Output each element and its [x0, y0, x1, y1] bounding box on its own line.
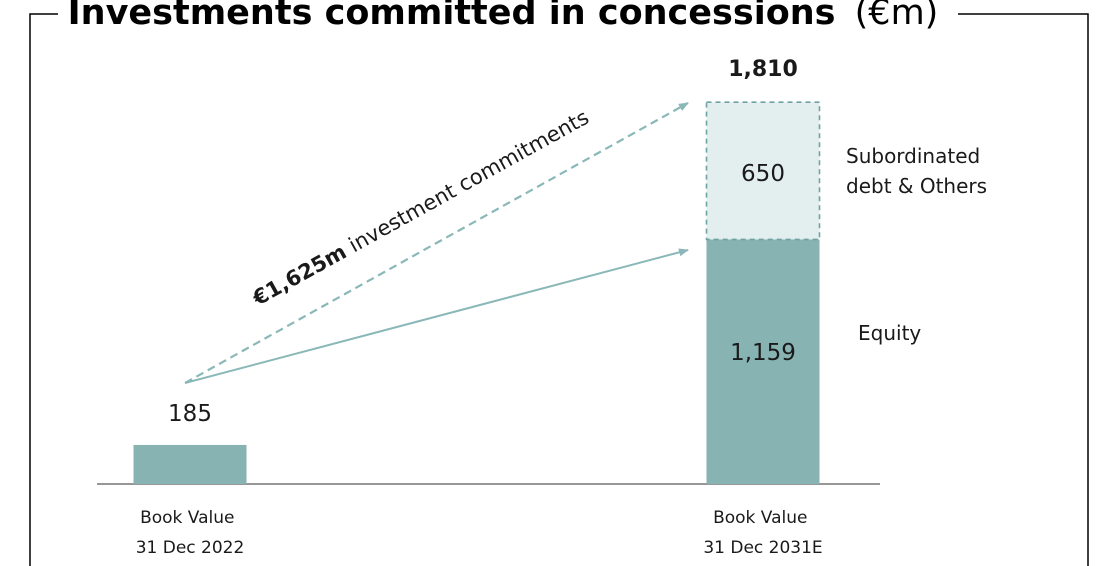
category-label-2031-line1: Book Value	[713, 508, 807, 528]
bar-value-label-equity-2031: 1,159	[730, 340, 796, 366]
commitment-annotation: €1,625m investment commitments	[248, 105, 593, 311]
series-label-subordinated-line2: debt & Others	[846, 174, 987, 198]
category-label-2022-line1: Book Value	[140, 508, 234, 528]
chart-frame	[29, 13, 1089, 566]
series-label-subordinated: Subordinated debt & Others	[846, 144, 987, 198]
total-commitment-arrow	[184, 102, 689, 384]
chart-title: Investments committed in concessions (€m…	[68, 0, 939, 33]
chart-title-unit: (€m)	[855, 0, 939, 33]
total-value-label: 1,810	[728, 57, 798, 82]
bar-equity-1	[706, 239, 820, 484]
category-label-2022: Book Value 31 Dec 2022	[136, 508, 245, 558]
series-label-equity: Equity	[858, 321, 921, 345]
category-label-2031: Book Value 31 Dec 2031E	[703, 508, 822, 558]
equity-arrow	[184, 248, 689, 384]
category-label-2031-line2: 31 Dec 2031E	[703, 538, 822, 558]
commitment-annotation-rest: investment commitments	[339, 105, 593, 260]
chart-title-main: Investments committed in concessions	[68, 0, 836, 33]
bar-value-label-subordinated-2031: 650	[741, 161, 785, 187]
bars-group	[133, 101, 821, 484]
bar-equity-0	[133, 444, 247, 484]
bar-subordinated-1	[705, 101, 821, 241]
category-label-2022-line2: 31 Dec 2022	[136, 538, 245, 558]
bar-value-label-2022: 185	[168, 401, 212, 427]
series-label-subordinated-line1: Subordinated	[846, 144, 980, 168]
